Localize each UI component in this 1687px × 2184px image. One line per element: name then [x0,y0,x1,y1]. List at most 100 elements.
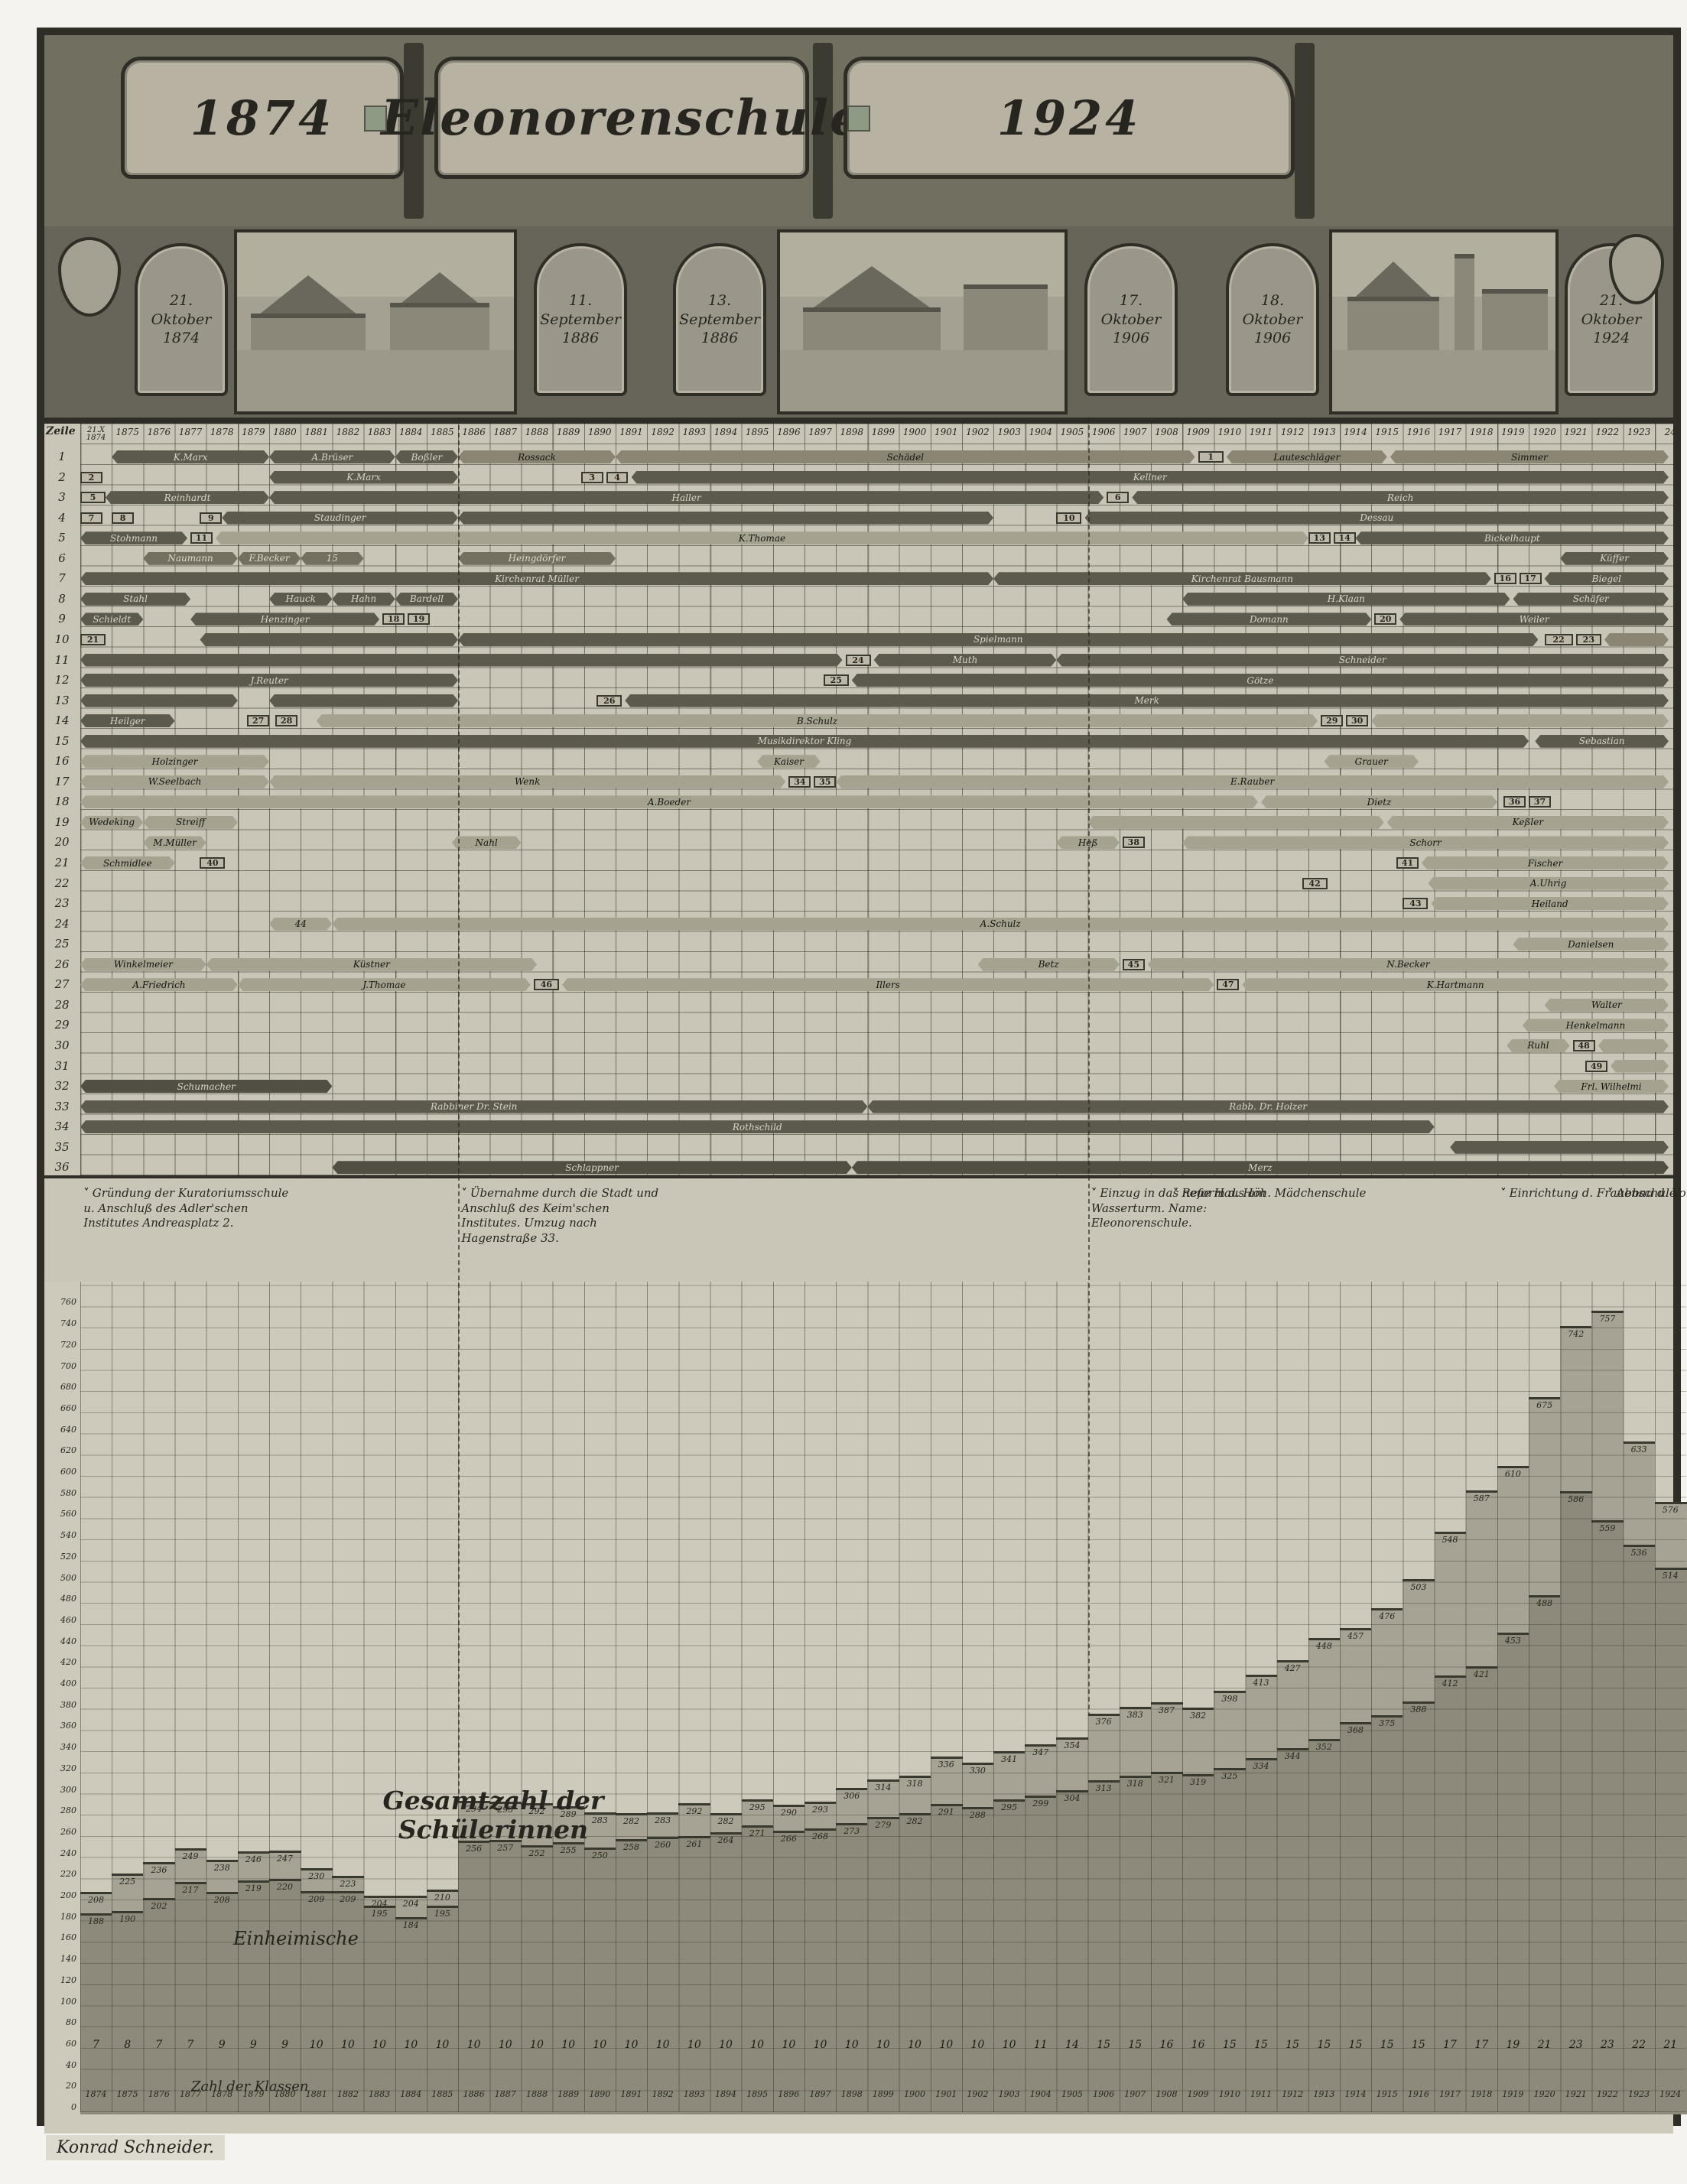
class-count-label: 17 [1443,2039,1457,2051]
gantt-bar: J.Reuter [80,674,458,687]
local-value-label: 209 [308,1893,325,1904]
event-arrow-icon: ˅ [1500,1186,1507,1200]
y-axis-tick-label: 560 [60,1509,76,1519]
gantt-bar [80,654,842,667]
y-axis-tick-label: 0 [71,2102,76,2112]
local-pupils-bar [1308,1739,1341,2114]
total-value-label: 336 [938,1759,954,1770]
local-value-label: 325 [1221,1770,1238,1781]
chart-year-label: 1903 [998,2089,1020,2099]
chart-year-label: 1911 [1250,2089,1272,2099]
timeline-year-label: 1905 [1060,427,1084,437]
pupil-chart: Gesamtzahl der Schülerinnen Einheimische… [44,1282,1687,2134]
timeline-row-number: 3 [58,490,66,505]
timeline-year-label: 1903 [997,427,1021,437]
gantt-bar: Götze [852,674,1669,687]
y-axis-tick-label: 360 [60,1721,76,1731]
y-axis-tick-label: 140 [60,1954,76,1965]
gantt-bar [1450,1141,1669,1154]
local-value-label: 208 [213,1894,230,1905]
chart-year-label: 1909 [1187,2089,1209,2099]
chart-year-label: 1914 [1344,2089,1367,2099]
local-pupils-bar [741,1825,774,2114]
class-count-label: 21 [1537,2039,1552,2051]
y-axis-tick-label: 200 [60,1890,76,1900]
timeline-row-number: 35 [54,1139,70,1154]
y-axis-tick-label: 300 [60,1784,76,1795]
guide-1906 [1088,418,1090,2046]
chart-year-label: 1886 [463,2089,485,2099]
local-value-label: 188 [88,1916,104,1926]
chart-year-label: 1900 [904,2089,926,2099]
total-value-label: 341 [1001,1753,1018,1764]
timeline-number-marker: 35 [814,775,837,788]
timeline-year-label: 1876 [147,427,171,437]
timeline-number-marker: 13 [1308,532,1331,544]
timeline-row-number: 29 [54,1018,70,1032]
gantt-bar: Betz [978,958,1120,971]
timeline-row-number: 24 [54,916,70,931]
local-pupils-bar [961,1807,994,2114]
year-right: 1924 [996,89,1142,146]
anniversary-poster: 1874 Eleonorenschule 1924 21. Oktober 18… [37,28,1687,2134]
chart-year-label: 1923 [1628,2089,1650,2099]
local-pupils-bar [647,1836,679,2114]
class-count-label: 10 [687,2039,701,2051]
gantt-bar: Schädel [616,450,1195,463]
coat-of-arms-right-icon [1609,234,1664,304]
gantt-bar: Naumann [143,552,238,565]
timeline-number-marker: 6 [1107,492,1130,504]
timeline-row-number: 21 [54,856,70,869]
timeline-row-number: 2 [58,470,66,484]
gantt-bar: Rabbiner Dr. Stein [80,1100,867,1113]
gantt-bar: Biegel [1545,572,1669,585]
chart-year-label: 1877 [180,2089,202,2099]
gantt-bar: F.Becker [238,552,301,565]
total-value-label: 204 [371,1899,388,1909]
class-count-label: 10 [876,2039,890,2051]
local-value-label: 559 [1599,1523,1616,1533]
total-value-label: 675 [1536,1400,1553,1411]
local-value-label: 282 [906,1816,923,1827]
plaque-date: 21. Oktober 1874 [151,291,212,347]
local-value-label: 304 [1064,1792,1081,1803]
timeline-number-marker: 9 [200,512,223,524]
plaque-date: 13. September 1886 [679,291,760,347]
timeline-number-marker: 3 [580,471,603,483]
local-value-label: 258 [622,1841,639,1852]
gantt-bar [1598,1039,1669,1052]
y-axis-tick-label: 220 [60,1869,76,1880]
gantt-bar: Frl. Wilhelmi [1554,1080,1669,1093]
total-value-label: 238 [213,1863,230,1874]
local-value-label: 219 [245,1883,262,1893]
y-axis-tick-label: 640 [60,1424,76,1435]
chart-year-label: 1880 [274,2089,296,2099]
timeline-row-number: 12 [54,673,70,687]
timeline-number-marker: 4 [606,471,629,483]
gantt-bar [1604,633,1669,646]
timeline-number-marker: 11 [190,532,213,544]
total-value-label: 306 [844,1791,860,1802]
gantt-bar: N.Becker [1148,958,1669,971]
local-pupils-bar [1434,1675,1467,2114]
local-value-label: 421 [1473,1669,1490,1679]
gantt-bar: A.Friedrich [80,978,238,991]
class-count-label: 15 [1254,2039,1268,2051]
timeline-row-number: 13 [54,693,70,707]
local-pupils-bar [1245,1758,1278,2114]
local-value-label: 586 [1568,1494,1585,1505]
total-value-label: 283 [591,1815,608,1826]
chart-year-label: 1905 [1061,2089,1083,2099]
class-count-label: 23 [1601,2039,1614,2051]
local-pupils-bar [1276,1747,1309,2114]
gantt-bar: Schumacher [80,1080,332,1093]
chart-year-label: 1897 [809,2089,831,2099]
total-value-label: 289 [560,1809,577,1819]
local-pupils-bar [521,1844,554,2114]
chart-year-label: 1896 [778,2089,800,2099]
building-shape [964,284,1048,358]
local-value-label: 299 [1032,1798,1049,1809]
local-value-label: 260 [655,1839,671,1850]
pillar-ornament [1295,43,1315,219]
local-value-label: 344 [1284,1750,1301,1761]
